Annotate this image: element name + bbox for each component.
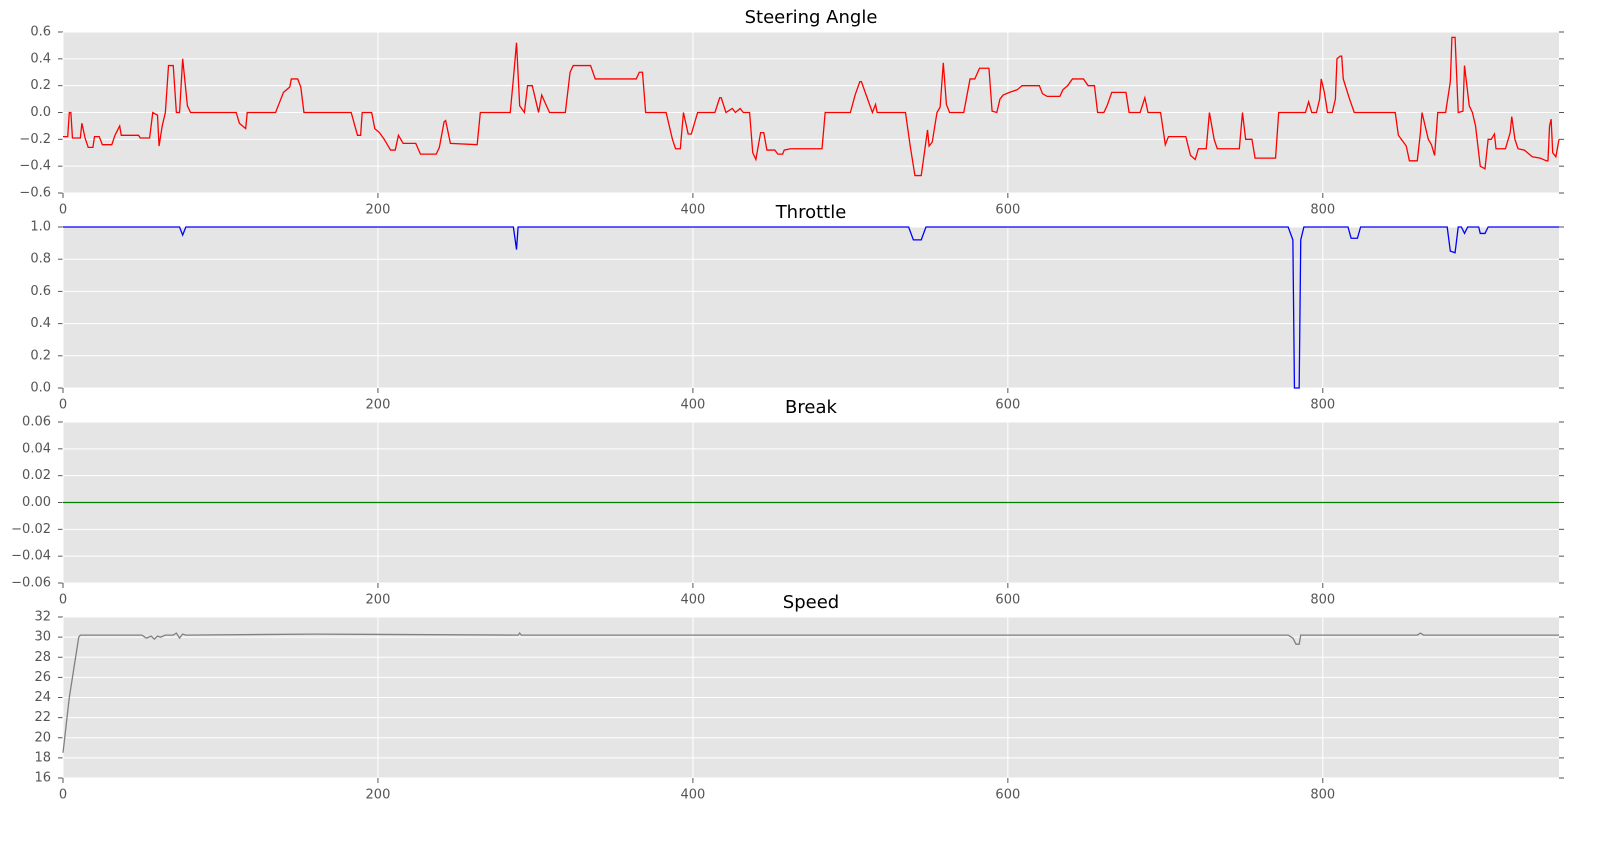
y-tick-label: 0.6 — [30, 25, 51, 40]
y-tick-label: 20 — [34, 730, 51, 745]
plot-area — [63, 227, 1559, 388]
chart-title: Break — [785, 397, 837, 418]
y-tick-label: −0.2 — [19, 132, 51, 147]
y-tick-label: 18 — [34, 750, 51, 765]
y-tick-label: 0.0 — [30, 105, 51, 120]
y-tick-label: 0.8 — [30, 252, 51, 267]
y-tick-label: 22 — [34, 710, 51, 725]
x-tick-label: 200 — [366, 398, 391, 413]
y-tick-label: 32 — [34, 610, 51, 625]
x-tick-label: 800 — [1310, 203, 1335, 218]
y-tick-label: 0.02 — [22, 468, 51, 483]
x-tick-label: 800 — [1310, 398, 1335, 413]
y-tick-label: 0.0 — [30, 381, 51, 396]
x-tick-label: 200 — [366, 788, 391, 803]
chart-title: Steering Angle — [745, 7, 878, 28]
y-tick-label: −0.6 — [19, 186, 51, 201]
x-tick-label: 400 — [680, 593, 705, 608]
y-tick-label: 16 — [34, 771, 51, 786]
y-tick-label: 28 — [34, 650, 51, 665]
y-tick-label: 30 — [34, 630, 51, 645]
y-tick-label: −0.4 — [19, 159, 51, 174]
y-tick-label: 0.2 — [30, 78, 51, 93]
y-tick-label: 0.06 — [22, 415, 51, 430]
y-tick-label: 0.04 — [22, 441, 51, 456]
x-tick-label: 400 — [680, 788, 705, 803]
x-tick-label: 0 — [59, 593, 67, 608]
x-tick-label: 800 — [1310, 788, 1335, 803]
y-tick-label: 0.4 — [30, 316, 51, 331]
y-tick-label: 0.4 — [30, 51, 51, 66]
x-tick-label: 200 — [366, 203, 391, 218]
chart-title: Throttle — [775, 202, 847, 223]
x-tick-label: 600 — [995, 398, 1020, 413]
chart-title: Speed — [783, 592, 839, 613]
x-tick-label: 0 — [59, 203, 67, 218]
y-tick-label: 0.2 — [30, 348, 51, 363]
y-tick-label: 24 — [34, 690, 51, 705]
y-tick-label: −0.06 — [11, 576, 51, 591]
y-tick-label: −0.02 — [11, 522, 51, 537]
x-tick-label: 600 — [995, 203, 1020, 218]
x-tick-label: 400 — [680, 203, 705, 218]
y-tick-label: 1.0 — [30, 220, 51, 235]
y-tick-label: 26 — [34, 670, 51, 685]
x-tick-label: 800 — [1310, 593, 1335, 608]
y-tick-label: 0.6 — [30, 284, 51, 299]
y-tick-label: −0.04 — [11, 549, 51, 564]
x-tick-label: 400 — [680, 398, 705, 413]
x-tick-label: 0 — [59, 398, 67, 413]
data-line — [63, 226, 1559, 389]
data-line — [62, 632, 1559, 753]
data-line — [63, 36, 1560, 177]
y-tick-label: 0.00 — [22, 495, 51, 510]
x-tick-label: 200 — [366, 593, 391, 608]
x-tick-label: 600 — [995, 593, 1020, 608]
x-tick-label: 600 — [995, 788, 1020, 803]
x-tick-label: 0 — [59, 788, 67, 803]
